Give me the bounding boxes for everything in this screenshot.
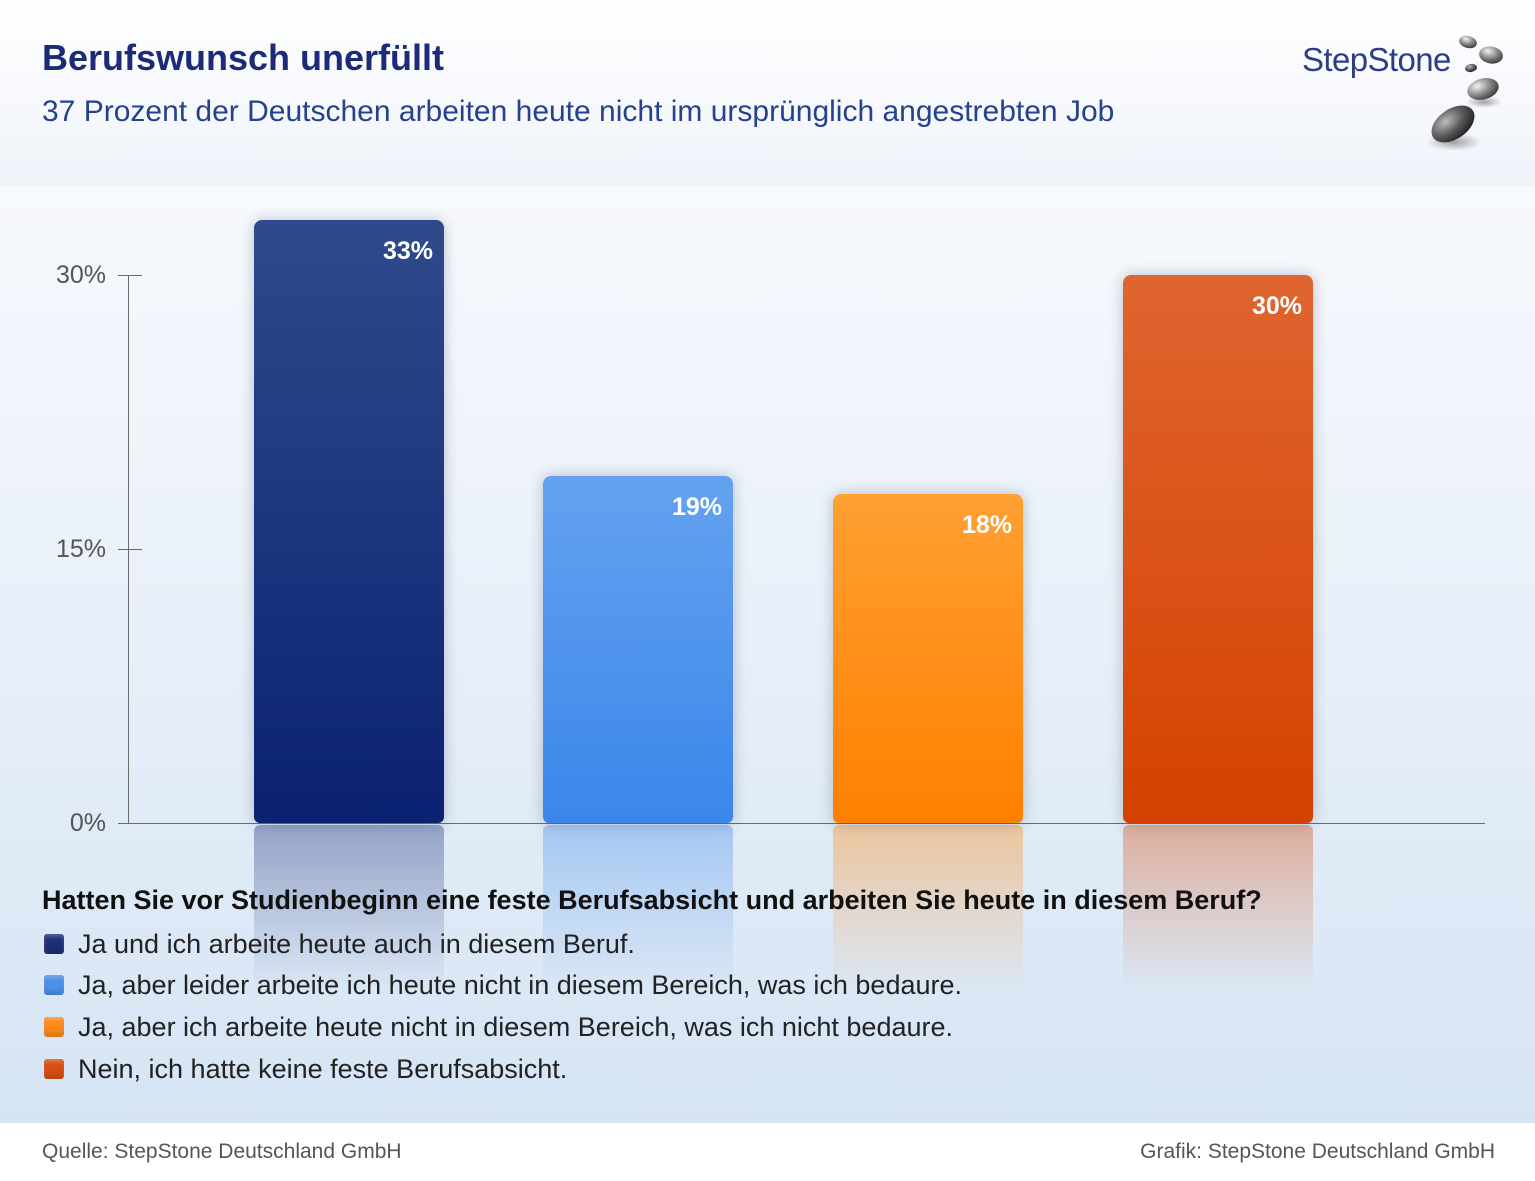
- legend-swatch: [44, 934, 64, 954]
- legend-swatch: [44, 975, 64, 995]
- bar-reflection-nein-keine-absicht: [1123, 825, 1313, 990]
- y-tick-label: 30%: [55, 261, 106, 289]
- stone-medium: [1479, 46, 1503, 64]
- chart-subtitle: 37 Prozent der Deutschen arbeiten heute …: [42, 95, 1115, 128]
- stone-tiny: [1465, 63, 1477, 73]
- stones-icon: [1426, 35, 1503, 151]
- legend-label: Ja, aber leider arbeite ich heute nicht …: [78, 970, 962, 1000]
- footer-band: [0, 1123, 1535, 1181]
- y-tick-label: 15%: [55, 535, 106, 563]
- bar-ja-bedaure: 19%: [543, 475, 733, 823]
- bar-reflection-ja-im-beruf: [254, 825, 444, 990]
- header-background: [0, 0, 1535, 186]
- bar-value-label: 33%: [382, 237, 433, 266]
- bar-value-label: 18%: [961, 511, 1012, 540]
- bar-reflection-ja-bedaure: [543, 825, 733, 990]
- bar-ja-im-beruf: 33%: [254, 220, 444, 823]
- bar-value-label: 30%: [1251, 292, 1302, 320]
- stone-large: [1431, 105, 1475, 143]
- legend-label: Nein, ich hatte keine feste Berufsabsich…: [78, 1054, 568, 1084]
- bar-reflection-ja-nicht-bedaure: [833, 825, 1023, 990]
- legend-question: Hatten Sie vor Studienbeginn eine feste …: [42, 885, 1262, 915]
- legend-label: Ja und ich arbeite heute auch in diesem …: [78, 929, 635, 959]
- x-axis-baseline: [128, 823, 1485, 824]
- bar-value-label: 19%: [671, 492, 722, 521]
- legend-swatch: [44, 1017, 64, 1037]
- y-tick-mark: [118, 275, 142, 276]
- legend-swatch: [44, 1059, 64, 1079]
- legend-label: Ja, aber ich arbeite heute nicht in dies…: [78, 1012, 953, 1042]
- y-tick-label: 0%: [69, 809, 106, 837]
- bar-ja-nicht-bedaure: 18%: [833, 494, 1023, 823]
- footer-credit: Grafik: StepStone Deutschland GmbH: [1140, 1140, 1495, 1163]
- bar-nein-keine-absicht: 30%: [1123, 275, 1313, 823]
- y-tick-mark: [118, 823, 142, 824]
- chart-title: Berufswunsch unerfüllt: [42, 37, 445, 78]
- y-tick-mark: [118, 549, 142, 550]
- stone-mid: [1467, 78, 1499, 100]
- logo-wordmark: StepStone: [1302, 41, 1451, 78]
- footer-source: Quelle: StepStone Deutschland GmbH: [42, 1140, 402, 1163]
- stone-small: [1459, 35, 1477, 49]
